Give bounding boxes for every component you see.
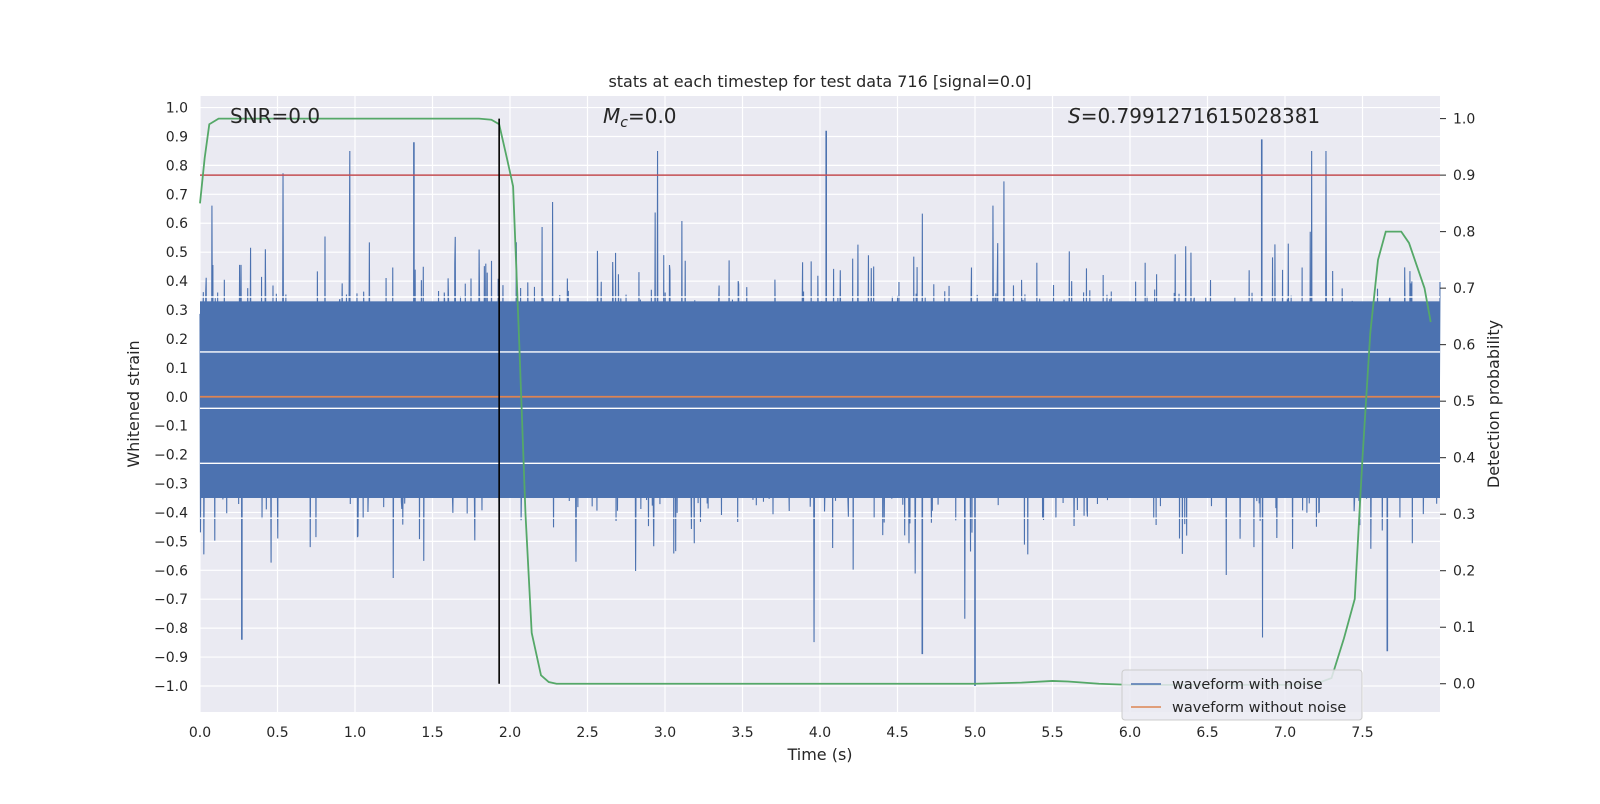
x-tick-label-15: 7.5: [1351, 725, 1373, 741]
y-left-tick-label-4: −0.6: [154, 563, 188, 579]
y-right-tick-label-10: 1.0: [1453, 112, 1475, 128]
y-left-axis-label: Whitened strain: [124, 340, 143, 467]
y-left-tick-label-1: −0.9: [154, 650, 188, 666]
y-right-tick-label-9: 0.9: [1453, 168, 1475, 184]
legend-box: [1121, 669, 1363, 721]
x-tick-label-3: 1.5: [421, 725, 443, 741]
y-right-tick-label-1: 0.1: [1453, 620, 1475, 636]
x-tick-label-10: 5.0: [964, 725, 986, 741]
x-tick-label-6: 3.0: [654, 725, 676, 741]
x-tick-label-9: 4.5: [886, 725, 908, 741]
y-right-tick-label-6: 0.6: [1453, 338, 1475, 354]
x-tick-label-12: 6.0: [1119, 725, 1141, 741]
y-right-tick-label-2: 0.2: [1453, 564, 1475, 580]
y-left-tick-label-2: −0.8: [154, 621, 188, 637]
y-left-axis-ticks: −1.0 −0.9 −0.8 −0.7 −0.6 −0.5 −0.4 −0.3 −0.2 −0.1…: [154, 101, 188, 695]
y-left-tick-label-17: 0.7: [166, 187, 188, 203]
y-left-tick-label-16: 0.6: [166, 216, 188, 232]
y-right-axis-ticks: 0.0 0.1 0.2 0.3 0.4 0.5 0.6 0.7 0.8 0.9 1.0: [1440, 112, 1475, 693]
y-left-tick-label-14: 0.4: [166, 274, 188, 290]
x-tick-label-2: 1.0: [344, 725, 366, 741]
chart-title: stats at each timestep for test data 716…: [608, 72, 1031, 91]
y-right-axis-label: Detection probability: [1484, 320, 1503, 488]
x-axis-ticks: 0.0 0.5 1.0 1.5 2.0 2.5 3.0 3.5 4.0 4.5 5.0 5.5 6.0 6…: [189, 725, 1374, 741]
x-tick-label-5: 2.5: [576, 725, 598, 741]
y-left-tick-label-5: −0.5: [154, 534, 188, 550]
x-tick-label-14: 7.0: [1274, 725, 1296, 741]
x-tick-label-13: 6.5: [1196, 725, 1218, 741]
y-left-tick-label-3: −0.7: [154, 592, 188, 608]
detection-probability-series: [199, 117, 1432, 686]
y-left-tick-label-15: 0.5: [166, 245, 188, 261]
y-left-tick-label-18: 0.8: [166, 158, 188, 174]
y-left-tick-label-20: 1.0: [166, 101, 188, 117]
y-left-tick-label-9: −0.1: [154, 419, 188, 435]
y-left-tick-label-6: −0.4: [154, 505, 188, 521]
y-right-tick-label-7: 0.7: [1453, 281, 1475, 297]
y-left-tick-label-7: −0.3: [154, 477, 188, 493]
mc-subscript: c: [620, 115, 628, 131]
s-value: =0.7991271615028381: [1081, 104, 1320, 128]
y-right-tick-label-8: 0.8: [1453, 225, 1475, 241]
y-right-tick-label-0: 0.0: [1453, 677, 1475, 693]
waveform-with-noise-series: [199, 130, 1441, 686]
y-left-tick-label-8: −0.2: [154, 448, 188, 464]
y-left-tick-label-13: 0.3: [166, 303, 188, 319]
horizontal-bands: [200, 296, 1440, 519]
legend-label-clean: waveform without noise: [1172, 700, 1346, 716]
s-symbol: S: [1068, 104, 1081, 128]
x-tick-label-4: 2.0: [499, 725, 521, 741]
mc-annotation: Mc=0.0: [603, 104, 677, 131]
legend-label-noise: waveform with noise: [1172, 677, 1323, 693]
x-tick-label-1: 0.5: [266, 725, 288, 741]
mc-value: =0.0: [628, 104, 677, 128]
y-right-tick-label-5: 0.5: [1453, 394, 1475, 410]
y-left-tick-label-10: 0.0: [166, 390, 188, 406]
s-annotation: S=0.7991271615028381: [1068, 104, 1320, 128]
x-tick-label-8: 4.0: [809, 725, 831, 741]
mc-symbol: M: [603, 104, 620, 128]
y-right-tick-label-3: 0.3: [1453, 507, 1475, 523]
y-left-tick-label-19: 0.9: [166, 129, 188, 145]
snr-annotation: SNR=0.0: [230, 104, 320, 128]
x-tick-label-0: 0.0: [189, 725, 211, 741]
noise-dense-core: [200, 301, 1440, 498]
legend: waveform with noise waveform without noi…: [1121, 669, 1363, 721]
probability-curve: [199, 117, 1432, 686]
x-axis-label: Time (s): [786, 745, 852, 764]
y-left-tick-label-0: −1.0: [154, 679, 188, 695]
y-right-tick-label-4: 0.4: [1453, 451, 1475, 467]
x-tick-label-11: 5.5: [1041, 725, 1063, 741]
y-left-tick-label-12: 0.2: [166, 332, 188, 348]
y-left-tick-label-11: 0.1: [166, 361, 188, 377]
x-tick-label-7: 3.5: [731, 725, 753, 741]
